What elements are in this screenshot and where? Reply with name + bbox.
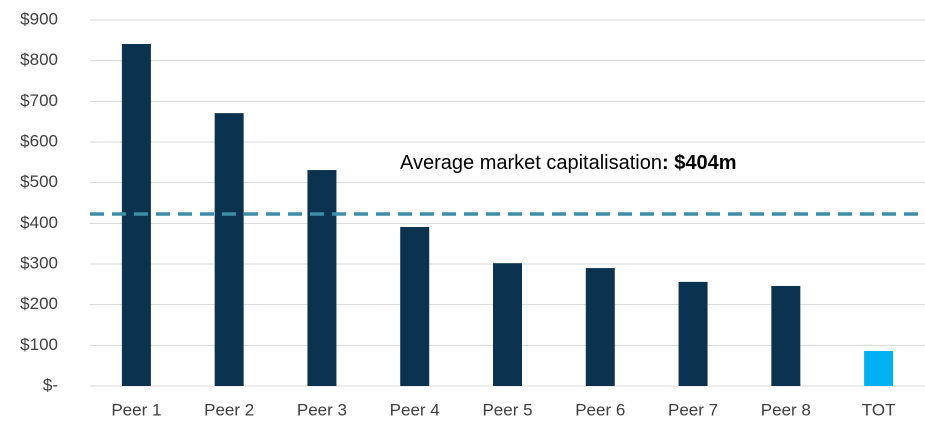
x-tick-label: Peer 8 (761, 400, 811, 419)
bar (307, 170, 337, 386)
y-tick-label: $200 (20, 294, 58, 313)
y-tick-label: $300 (20, 253, 58, 272)
x-tick-label: Peer 5 (482, 400, 532, 419)
x-tick-label: Peer 6 (575, 400, 625, 419)
bar (678, 281, 708, 386)
x-tick-label: Peer 7 (668, 400, 718, 419)
y-tick-label: $100 (20, 335, 58, 354)
y-tick-label: $- (43, 375, 58, 394)
y-tick-label: $900 (20, 9, 58, 28)
y-tick-label: $800 (20, 50, 58, 69)
x-tick-label: Peer 1 (111, 400, 161, 419)
x-tick-label: Peer 4 (390, 400, 440, 419)
y-tick-label: $500 (20, 172, 58, 191)
bar (864, 351, 894, 386)
bar (771, 285, 801, 386)
annotation-text: Average market capitalisation (400, 152, 662, 174)
y-tick-label: $400 (20, 213, 58, 232)
y-tick-label: $600 (20, 131, 58, 150)
x-tick-label: Peer 2 (204, 400, 254, 419)
annotation-highlight: : $404m (662, 152, 737, 174)
annotation: Average market capitalisation: $404m (400, 152, 737, 174)
y-tick-label: $700 (20, 91, 58, 110)
bar (493, 263, 522, 386)
bar (214, 113, 244, 387)
x-tick-label: TOT (862, 400, 896, 419)
x-tick-label: Peer 3 (297, 400, 347, 419)
bar (400, 226, 430, 386)
bar (585, 268, 615, 386)
